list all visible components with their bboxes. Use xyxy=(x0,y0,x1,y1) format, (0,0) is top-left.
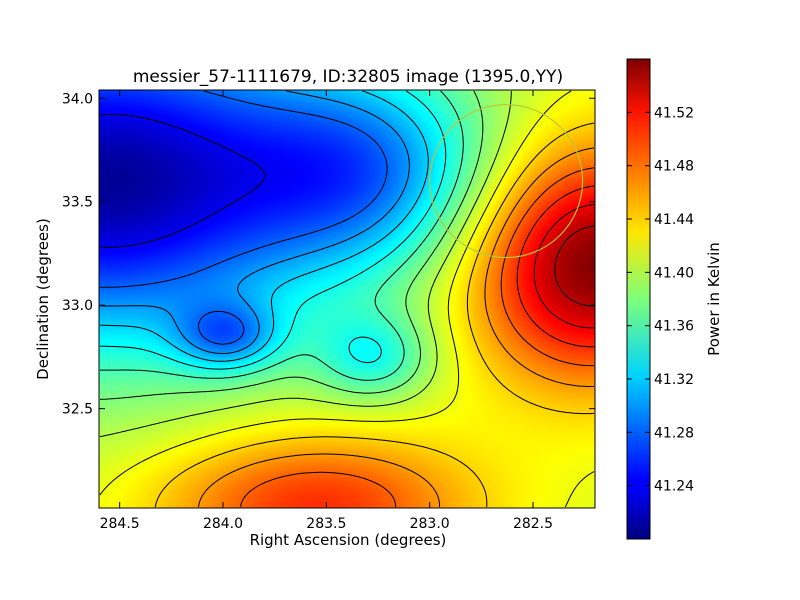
contour-level xyxy=(100,90,464,381)
colorbar-tick-label: 41.40 xyxy=(654,265,694,281)
contour-level xyxy=(99,114,266,248)
contour-level xyxy=(99,90,595,508)
y-tick-label: 34.0 xyxy=(62,91,93,107)
colorbar-tick-label: 41.48 xyxy=(654,159,694,175)
contour-level xyxy=(99,91,512,438)
colorbar: 41.24 41.28 41.32 41.36 41.40 41.44 41.48 41.52… xyxy=(626,58,723,540)
contour-level xyxy=(154,122,595,508)
y-axis-ticks: 32.5 33.0 33.5 34.0 xyxy=(62,91,595,418)
y-tick-label: 33.0 xyxy=(62,298,93,314)
highlight-circle xyxy=(429,103,584,259)
colorbar-tick-label: 41.24 xyxy=(654,479,694,495)
x-axis-label: Right Ascension (degrees) xyxy=(250,531,447,549)
contour-level xyxy=(516,185,595,348)
chart-title: messier_57-1111679, ID:32805 image (1395… xyxy=(133,67,563,87)
x-axis-ticks: 284.5 284.0 283.5 283.0 282.5 xyxy=(100,90,553,532)
contour-level xyxy=(240,167,595,508)
x-tick-label: 283.0 xyxy=(410,516,450,532)
contour-level xyxy=(554,225,595,307)
colorbar-tick-label: 41.32 xyxy=(654,372,694,388)
contour-level xyxy=(99,90,388,345)
plot-frame xyxy=(98,89,596,509)
x-tick-label: 283.5 xyxy=(306,516,346,532)
contour-level xyxy=(99,90,447,370)
contour-level xyxy=(99,90,429,362)
colorbar-tick-label: 41.44 xyxy=(654,212,694,228)
heatmap-plot xyxy=(98,89,596,509)
y-tick-label: 32.5 xyxy=(62,402,93,418)
colorbar-tick-label: 41.36 xyxy=(654,319,694,335)
y-tick-label: 33.5 xyxy=(62,195,93,211)
colorbar-tick-label: 41.52 xyxy=(654,105,694,121)
contour-level xyxy=(99,90,410,354)
contour-level xyxy=(198,147,595,508)
y-axis-label: Declination (degrees) xyxy=(34,218,52,380)
colorbar-tick-label: 41.28 xyxy=(654,425,694,441)
colorbar-gradient xyxy=(626,58,651,540)
contour-lines xyxy=(99,90,595,508)
contour-level xyxy=(533,204,595,329)
contour-level xyxy=(99,90,484,400)
x-tick-label: 284.0 xyxy=(203,516,243,532)
x-tick-label: 282.5 xyxy=(513,516,553,532)
colorbar-label: Power in Kelvin xyxy=(705,242,723,356)
colorbar-ticks: 41.24 41.28 41.32 41.36 41.40 41.44 41.48 41.52 xyxy=(627,105,694,495)
x-tick-label: 284.5 xyxy=(100,516,140,532)
